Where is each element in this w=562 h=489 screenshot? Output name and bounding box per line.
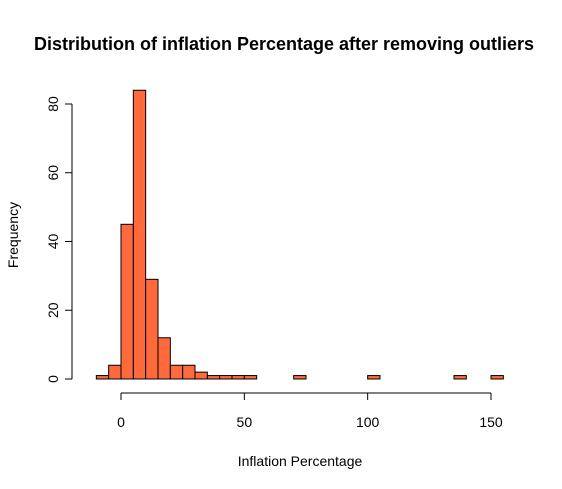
histogram-bar: [169, 364, 184, 380]
chart-title: Distribution of inflation Percentage aft…: [34, 34, 534, 54]
x-tick-label: 150: [479, 414, 503, 430]
y-axis: 0 20 40 60 80: [45, 96, 73, 383]
histogram-bar: [182, 364, 196, 380]
y-tick-label: 0: [45, 375, 61, 383]
histogram-bar: [95, 375, 110, 380]
x-axis-label: Inflation Percentage: [238, 453, 363, 469]
histogram-bar: [367, 375, 381, 380]
histogram-bar: [243, 375, 258, 380]
histogram-bar: [194, 371, 208, 380]
histogram-bar: [120, 223, 134, 380]
y-tick-label: 80: [45, 96, 61, 112]
histogram-bar: [157, 337, 171, 380]
x-axis: 0 50 100 150: [117, 392, 503, 430]
y-tick-label: 40: [45, 234, 61, 250]
bars-group: [95, 89, 504, 380]
histogram-bar: [490, 375, 504, 380]
histogram-bar: [219, 375, 233, 380]
histogram-bar: [293, 375, 307, 380]
x-tick-label: 50: [237, 414, 253, 430]
x-tick-label: 100: [356, 414, 380, 430]
histogram-bar: [453, 375, 467, 380]
y-tick-label: 60: [45, 165, 61, 181]
histogram-bar: [132, 89, 147, 380]
y-ticks: 0 20 40 60 80: [45, 96, 72, 383]
histogram-bar: [145, 278, 159, 380]
histogram-bar: [108, 364, 122, 380]
histogram-bar: [231, 375, 245, 380]
y-axis-label: Frequency: [5, 202, 21, 268]
x-tick-label: 0: [117, 414, 125, 430]
y-tick-label: 20: [45, 302, 61, 318]
histogram-bar: [206, 375, 221, 380]
x-ticks: 0 50 100 150: [117, 393, 503, 430]
